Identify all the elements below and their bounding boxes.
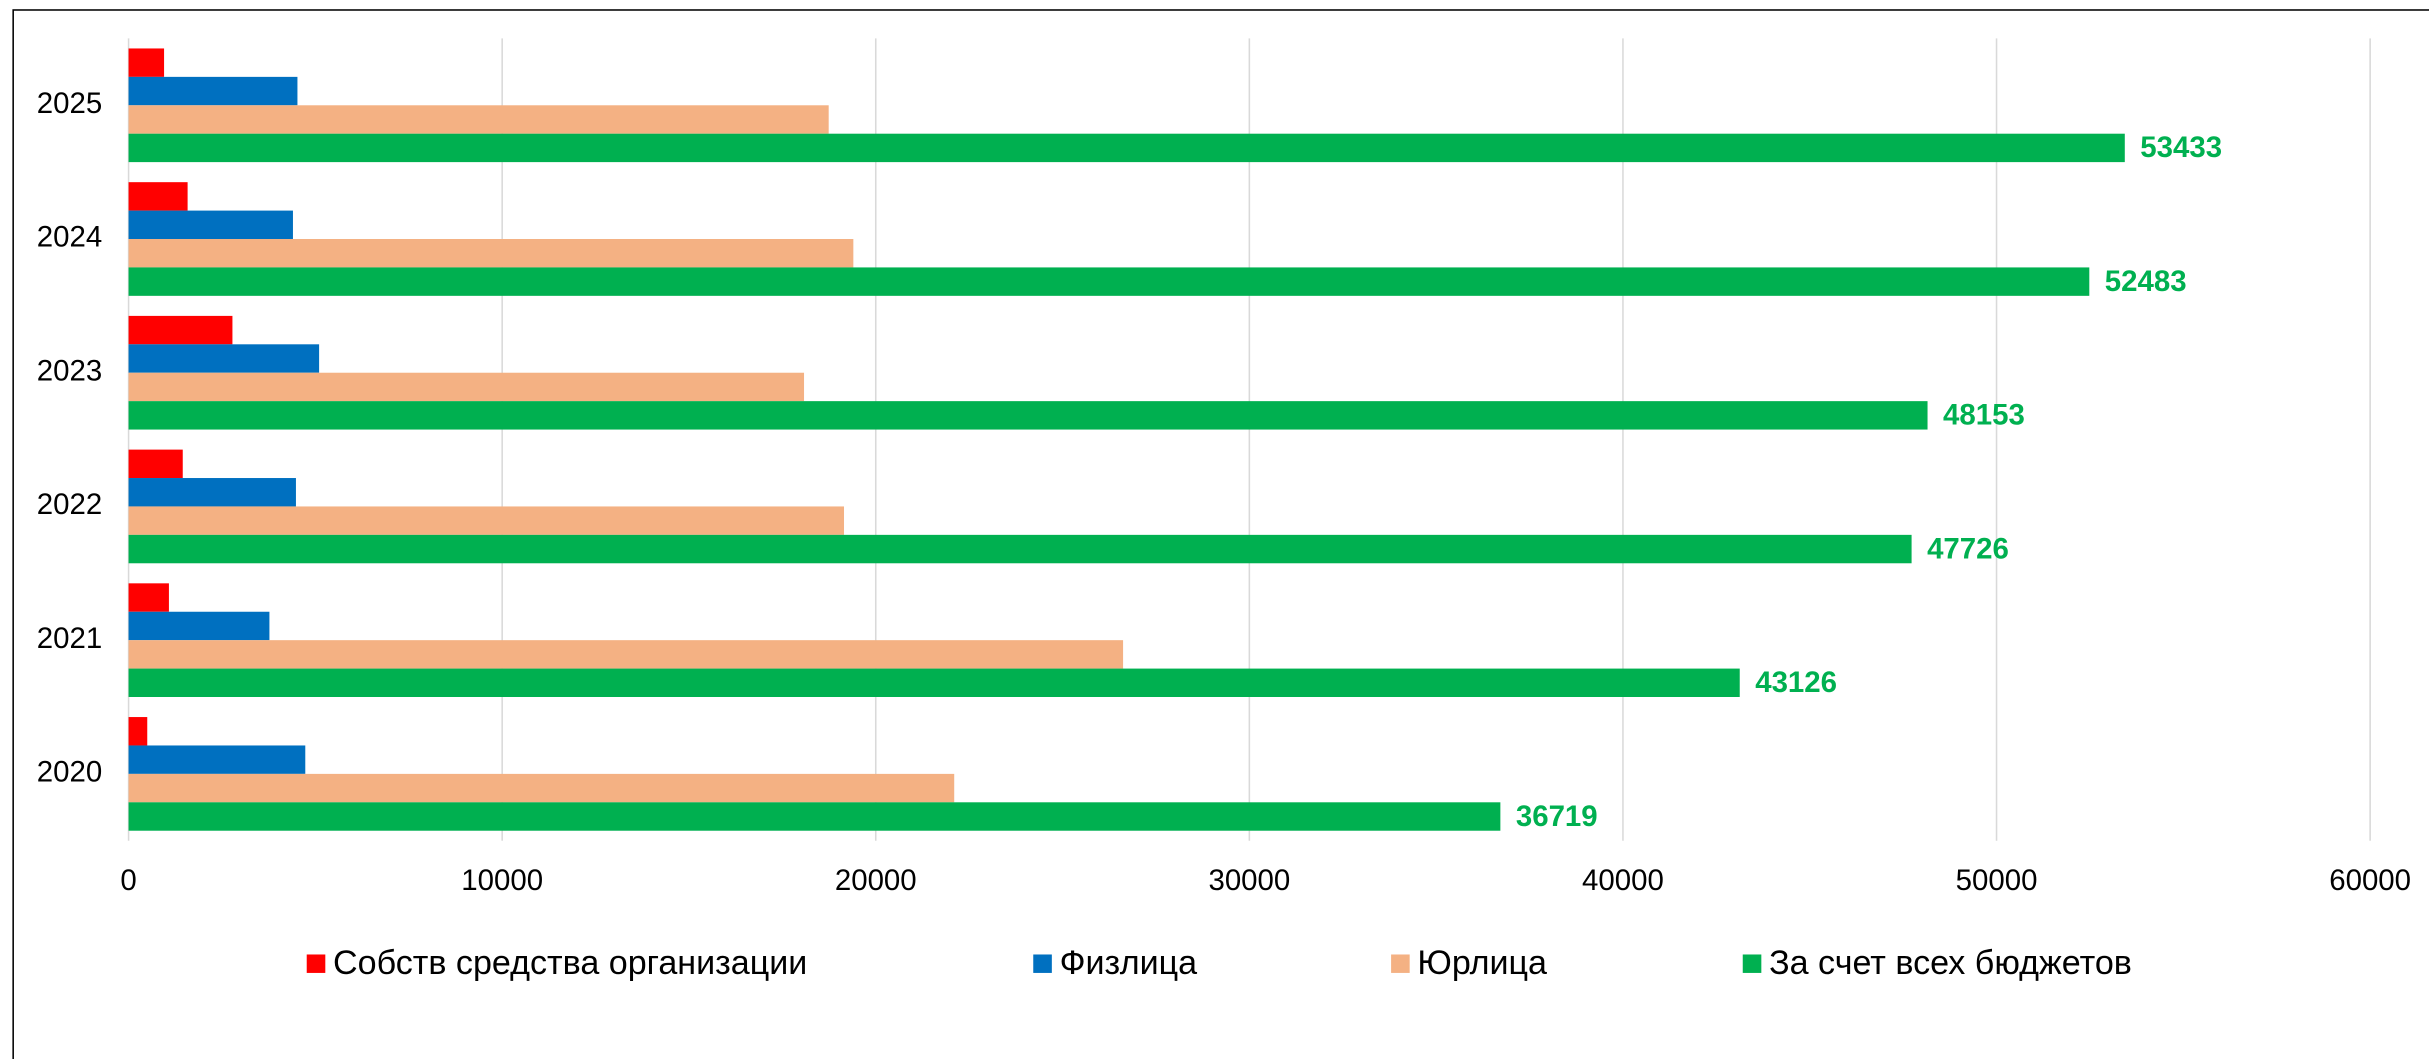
legend-label: За счет всех бюджетов xyxy=(1769,944,2132,982)
legend-label: Собств средства организации xyxy=(333,944,807,982)
bar xyxy=(128,401,1928,430)
bar xyxy=(128,210,293,240)
legend-label: Физлица xyxy=(1060,944,1198,982)
x-tick-label: 30000 xyxy=(1208,864,1290,897)
bar xyxy=(128,583,169,612)
x-tick-label: 40000 xyxy=(1582,864,1664,897)
y-tick-label: 2020 xyxy=(37,756,102,789)
data-label: 43126 xyxy=(1755,666,1837,699)
bar xyxy=(128,717,148,746)
bar xyxy=(128,76,298,106)
bar xyxy=(128,267,2090,296)
bar xyxy=(128,668,1740,697)
y-tick-label: 2022 xyxy=(37,488,102,521)
bar xyxy=(128,182,188,211)
bar xyxy=(128,372,805,402)
x-tick-label: 50000 xyxy=(1956,864,2038,897)
bar xyxy=(128,611,270,641)
bar xyxy=(128,105,829,134)
bar xyxy=(128,133,2125,163)
bar xyxy=(128,48,165,77)
x-tick-label: 60000 xyxy=(2329,864,2411,897)
x-tick-label: 10000 xyxy=(461,864,543,897)
bar xyxy=(128,773,955,803)
data-label: 52483 xyxy=(2105,265,2187,298)
legend-label: Юрлица xyxy=(1417,944,1547,982)
legend-swatch xyxy=(1033,954,1052,973)
data-label: 53433 xyxy=(2140,131,2222,164)
y-tick-label: 2023 xyxy=(37,355,102,388)
bar xyxy=(128,640,1124,669)
y-tick-label: 2025 xyxy=(37,87,102,120)
bar xyxy=(128,534,1912,564)
data-label: 47726 xyxy=(1927,532,2009,565)
bar xyxy=(128,506,845,535)
bar xyxy=(128,449,183,479)
bar xyxy=(128,344,320,373)
y-tick-label: 2024 xyxy=(37,221,102,254)
legend-swatch xyxy=(1742,954,1762,973)
bar xyxy=(128,802,1501,831)
bar xyxy=(128,315,233,345)
data-label: 36719 xyxy=(1516,800,1598,833)
y-tick-label: 2021 xyxy=(37,622,102,655)
data-label: 48153 xyxy=(1943,399,2025,432)
bar xyxy=(128,478,296,507)
bar xyxy=(128,745,306,774)
x-tick-label: 20000 xyxy=(835,864,917,897)
x-tick-label: 0 xyxy=(120,864,136,897)
legend-swatch xyxy=(306,954,326,973)
legend-swatch xyxy=(1391,954,1410,973)
bar xyxy=(128,239,854,268)
